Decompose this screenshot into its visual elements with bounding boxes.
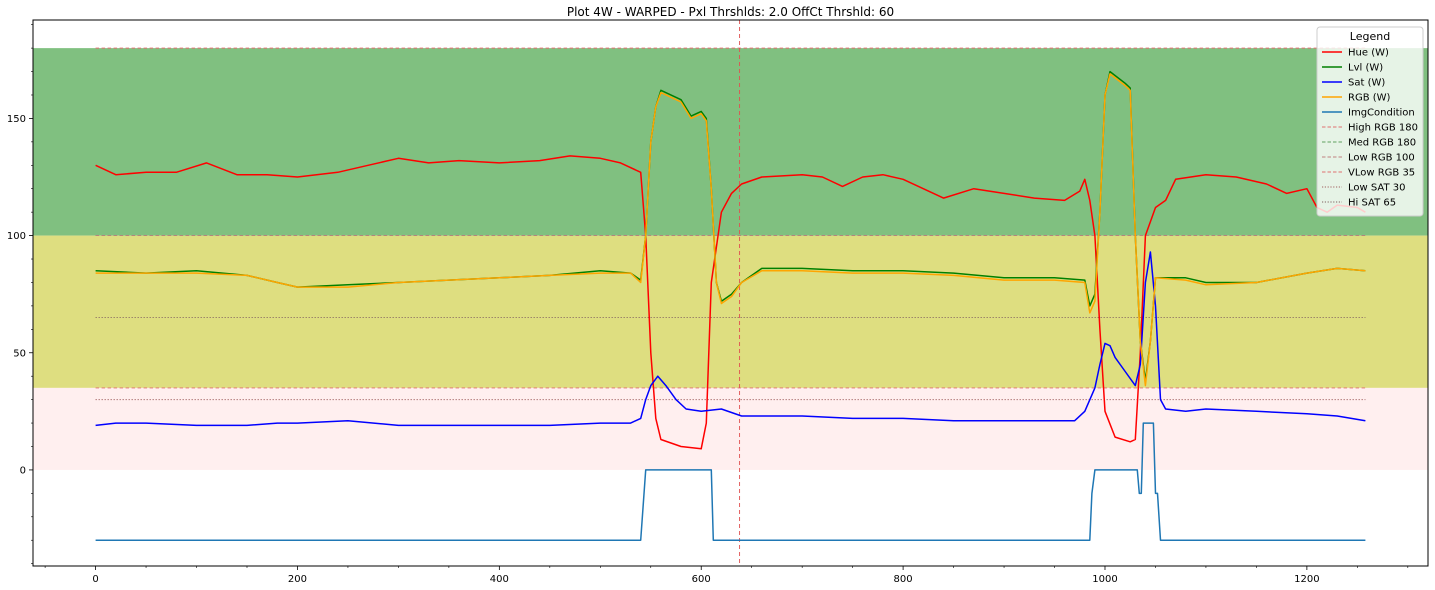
y-tick-label-0: 0 (20, 465, 26, 476)
legend-label-7: Low RGB 100 (1348, 153, 1415, 164)
reference-line-layer (95, 47, 1366, 401)
legend-label-3: RGB (W) (1348, 93, 1391, 104)
axes-layer: 0 200 400 600 800 1000 1200 0 50 100 150 (7, 24, 1409, 585)
legend: Legend Hue (W) Lvl (W) Sat (W) RGB (W) ImgCon… (1316, 26, 1424, 217)
y-tick-label-1: 50 (13, 348, 26, 359)
legend-label-4: ImgCondition (1348, 108, 1415, 119)
x-tick-label-2: 400 (490, 574, 509, 585)
x-tick-label-1: 200 (288, 574, 307, 585)
x-tick-label-5: 1000 (1092, 574, 1117, 585)
series-line-0 (95, 155, 1366, 450)
series-layer (95, 70, 1366, 541)
legend-box (1316, 26, 1424, 217)
legend-label-8: VLow RGB 35 (1348, 168, 1415, 179)
band-0 (33, 48, 1428, 236)
legend-label-2: Sat (W) (1348, 78, 1385, 89)
legend-label-1: Lvl (W) (1348, 63, 1383, 74)
legend-label-6: Med RGB 180 (1348, 138, 1416, 149)
x-tick-label-6: 1200 (1294, 574, 1319, 585)
x-tick-label-4: 800 (894, 574, 913, 585)
legend-label-0: Hue (W) (1348, 48, 1389, 59)
series-line-4 (95, 422, 1366, 541)
legend-title: Legend (1350, 30, 1390, 43)
band-1 (33, 235, 1428, 388)
y-tick-label-3: 150 (7, 114, 26, 125)
y-tick-label-2: 100 (7, 231, 26, 242)
chart-title: Plot 4W - WARPED - Pxl Thrshlds: 2.0 Off… (567, 5, 894, 19)
plot-frame (32, 19, 1429, 567)
x-tick-label-3: 600 (692, 574, 711, 585)
band-2 (33, 387, 1428, 470)
legend-label-10: Hi SAT 65 (1348, 198, 1396, 209)
series-line-2 (95, 251, 1366, 427)
series-line-3 (95, 73, 1366, 387)
x-tick-label-0: 0 (92, 574, 98, 585)
legend-label-5: High RGB 180 (1348, 123, 1418, 134)
band-layer (33, 48, 1428, 470)
legend-label-9: Low SAT 30 (1348, 183, 1405, 194)
